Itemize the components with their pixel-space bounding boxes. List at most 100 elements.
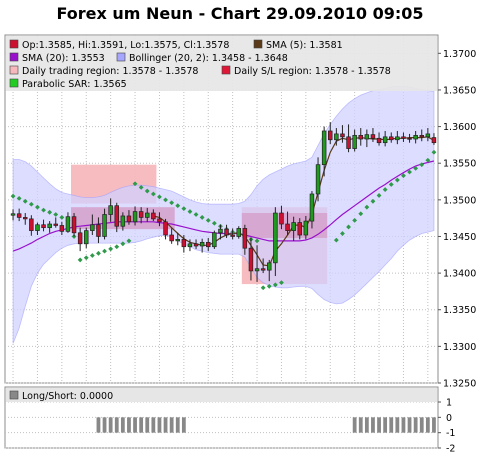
candle bbox=[242, 224, 248, 255]
candle bbox=[315, 157, 321, 202]
longshort-bar bbox=[139, 417, 144, 433]
candle bbox=[401, 132, 406, 142]
legend-swatch-longshort bbox=[9, 390, 19, 400]
sar-point bbox=[28, 201, 34, 207]
sar-point bbox=[205, 217, 211, 223]
candle bbox=[395, 130, 400, 145]
candle bbox=[328, 122, 333, 145]
candle-body bbox=[212, 232, 217, 248]
candle-body bbox=[254, 268, 260, 272]
candle-body bbox=[315, 164, 321, 195]
candle-body bbox=[242, 228, 248, 249]
longshort-bar bbox=[407, 417, 412, 433]
candle bbox=[212, 230, 217, 249]
candle bbox=[358, 128, 363, 146]
candle bbox=[206, 237, 211, 252]
candle bbox=[321, 126, 327, 177]
longshort-bar bbox=[96, 417, 101, 433]
legend-longshort: Long/Short: 0.0000 bbox=[22, 391, 113, 402]
candle bbox=[279, 205, 284, 230]
legend-sma20: SMA (20): 1.3553 bbox=[22, 53, 105, 64]
candle-body bbox=[84, 230, 89, 245]
y-tick-label: 1.3350 bbox=[443, 305, 476, 316]
candle bbox=[157, 212, 162, 227]
candle-body bbox=[279, 212, 284, 225]
longshort-bar bbox=[108, 417, 113, 433]
candle-body bbox=[10, 213, 16, 216]
sar-point bbox=[120, 241, 126, 247]
legend-background bbox=[6, 36, 437, 91]
sar-point bbox=[382, 187, 388, 192]
candle bbox=[346, 124, 351, 153]
sar-point bbox=[157, 194, 162, 200]
longshort-bar bbox=[114, 417, 119, 433]
longshort-bar bbox=[120, 417, 125, 433]
bollinger-band bbox=[12, 85, 435, 344]
candle-body bbox=[346, 136, 351, 149]
sar-point bbox=[138, 184, 144, 190]
longshort-bar bbox=[163, 417, 168, 433]
candle bbox=[145, 207, 150, 222]
candle-body bbox=[77, 232, 83, 245]
longshort-bar bbox=[151, 417, 156, 433]
candle bbox=[120, 212, 126, 231]
sar-point bbox=[425, 157, 431, 163]
longshort-bar bbox=[377, 417, 381, 433]
legend-sar: Parabolic SAR: 1.3565 bbox=[22, 79, 127, 90]
sar-point bbox=[35, 204, 40, 210]
sar-point bbox=[41, 207, 46, 213]
sar-point bbox=[83, 255, 89, 261]
candle-body bbox=[230, 234, 235, 237]
candle bbox=[90, 214, 95, 236]
candle bbox=[132, 206, 138, 226]
candle-body bbox=[145, 212, 150, 218]
candle bbox=[370, 128, 376, 142]
sar-point bbox=[394, 177, 400, 183]
legend-swatch-trading-region bbox=[9, 65, 19, 75]
sar-point bbox=[169, 200, 175, 206]
candle-body bbox=[364, 134, 370, 140]
sar-point bbox=[376, 193, 382, 198]
longshort-y-axis: 1 0 -1 -2 bbox=[438, 398, 455, 455]
candle bbox=[41, 219, 46, 232]
candle-body bbox=[59, 225, 65, 232]
sar-point bbox=[132, 181, 138, 187]
candle-body bbox=[175, 239, 180, 242]
sar-point bbox=[260, 285, 266, 291]
candle-body bbox=[376, 137, 382, 144]
sar-point bbox=[401, 173, 406, 179]
candle bbox=[230, 228, 235, 240]
candle-body bbox=[309, 193, 315, 222]
candle bbox=[126, 210, 132, 225]
candle-body bbox=[425, 133, 431, 138]
sar-point bbox=[59, 215, 65, 220]
sar-point bbox=[413, 165, 419, 171]
candle-body bbox=[29, 218, 34, 231]
candle-body bbox=[114, 205, 119, 227]
candle bbox=[419, 129, 424, 142]
candle-body bbox=[303, 220, 309, 236]
candle-body bbox=[321, 130, 327, 166]
sar-point bbox=[150, 191, 156, 197]
legend-swatch-sar bbox=[9, 78, 19, 88]
y-tick-label: 1.3450 bbox=[443, 232, 476, 243]
y-tick-label: 1.3700 bbox=[443, 49, 476, 60]
candle bbox=[108, 198, 113, 222]
candle-body bbox=[431, 137, 437, 144]
y-tick-label: 1.3500 bbox=[443, 195, 476, 206]
candle-body bbox=[206, 241, 211, 248]
candle-body bbox=[35, 224, 40, 231]
candle-body bbox=[65, 216, 71, 232]
sar-point bbox=[187, 209, 193, 214]
candle bbox=[431, 133, 437, 145]
candle bbox=[248, 237, 254, 281]
candle-body bbox=[285, 223, 290, 231]
y-tick-label: 1 bbox=[446, 398, 452, 409]
y-tick-label: 1.3650 bbox=[443, 85, 476, 96]
candle bbox=[193, 239, 199, 249]
candle-body bbox=[352, 135, 357, 149]
y-tick-label: -2 bbox=[446, 444, 455, 455]
longshort-bar bbox=[413, 417, 418, 433]
candle-body bbox=[47, 223, 52, 229]
